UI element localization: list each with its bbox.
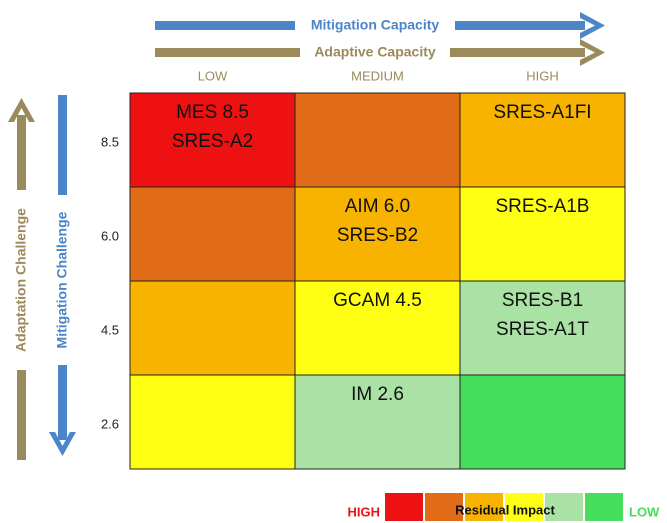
cell-text: GCAM 4.5 <box>333 290 422 311</box>
adaptive-capacity-arrow: Adaptive Capacity <box>155 39 605 66</box>
legend-high: HIGH <box>348 504 381 519</box>
cell-text: SRES-A2 <box>172 131 253 152</box>
row-label: 6.0 <box>101 228 119 243</box>
mitigation-capacity-arrow: Mitigation Capacity <box>155 12 605 39</box>
arrow-label: Mitigation Challenge <box>54 211 70 348</box>
legend-swatch <box>425 493 463 521</box>
legend: HIGH Residual Impact LOW <box>348 493 660 521</box>
cell <box>129 280 296 376</box>
row-label: 2.6 <box>101 416 119 431</box>
cell <box>294 374 461 470</box>
row-label: 4.5 <box>101 322 119 337</box>
cell-text: IM 2.6 <box>351 384 404 405</box>
cell <box>459 374 626 470</box>
arrow-label: Mitigation Capacity <box>311 17 440 33</box>
cell <box>129 92 296 188</box>
cell <box>294 280 461 376</box>
cell <box>459 186 626 282</box>
legend-swatch <box>385 493 423 521</box>
cell <box>459 92 626 188</box>
cell-text: MES 8.5 <box>176 102 249 123</box>
legend-swatch <box>505 493 543 521</box>
adaptation-challenge-arrow: Adaptation Challenge <box>8 98 35 460</box>
column-header: LOW <box>198 68 228 83</box>
mitigation-challenge-arrow: Mitigation Challenge <box>49 95 76 456</box>
legend-swatch <box>465 493 503 521</box>
cell <box>459 280 626 376</box>
row-label: 8.5 <box>101 134 119 149</box>
cell-text: SRES-A1FI <box>493 102 591 123</box>
cell-text: SRES-B1 <box>502 290 583 311</box>
cell-text: SRES-B2 <box>337 225 418 246</box>
column-header: MEDIUM <box>351 68 404 83</box>
cell-text: SRES-A1B <box>496 196 590 217</box>
matrix: LOW MEDIUM HIGH 8.5 MES 8.5 SRES-A2 SRES-A1FI 6… <box>101 68 626 470</box>
cell-text: AIM 6.0 <box>345 196 410 217</box>
column-header: HIGH <box>526 68 559 83</box>
cell <box>129 186 296 282</box>
arrow-label: Adaptive Capacity <box>314 44 436 60</box>
legend-low: LOW <box>629 504 660 519</box>
legend-title: Residual Impact <box>455 502 555 517</box>
cell <box>294 92 461 188</box>
cell <box>129 374 296 470</box>
arrow-label: Adaptation Challenge <box>13 208 29 352</box>
cell-text: SRES-A1T <box>496 319 589 340</box>
legend-swatch <box>585 493 623 521</box>
legend-swatch <box>545 493 583 521</box>
